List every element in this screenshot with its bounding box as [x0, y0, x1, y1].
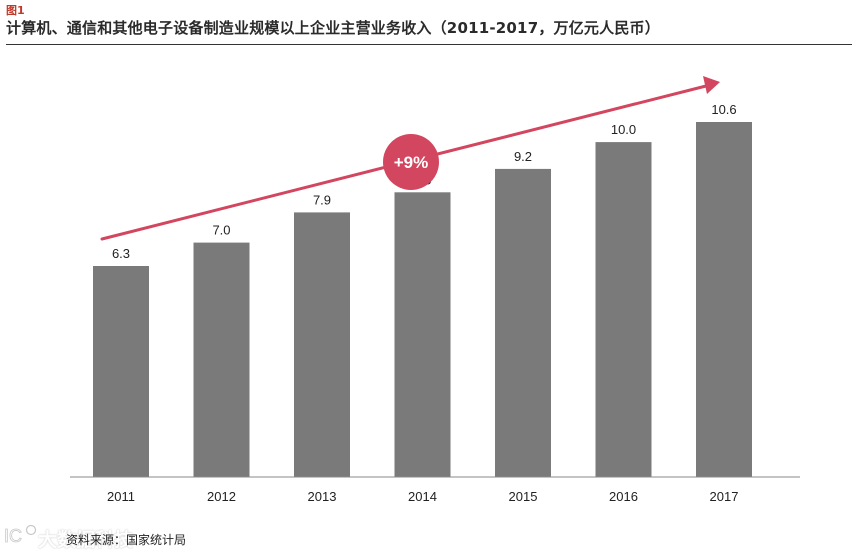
- value-label-2011: 6.3: [112, 246, 130, 261]
- value-label-2013: 7.9: [313, 192, 331, 207]
- trend-annotation: +9%: [100, 76, 720, 241]
- chart-title: 计算机、通信和其他电子设备制造业规模以上企业主营业务收入（2011-2017，万…: [6, 19, 660, 37]
- trend-arrowhead: [703, 76, 720, 94]
- x-tick-label-2016: 2016: [609, 489, 638, 504]
- value-label-2017: 10.6: [711, 102, 736, 117]
- x-tick-label-2011: 2011: [107, 489, 135, 504]
- value-label-2012: 7.0: [212, 223, 230, 238]
- bar-2017: [696, 122, 752, 477]
- x-tick-label-2013: 2013: [308, 489, 337, 504]
- title-divider: [6, 44, 852, 45]
- bar-2016: [595, 142, 652, 477]
- bar-series: [93, 122, 752, 478]
- x-tick-label-2012: 2012: [207, 489, 236, 504]
- bar-2015: [495, 168, 551, 477]
- bar-2014: [394, 192, 451, 478]
- svg-text:IC: IC: [4, 526, 22, 546]
- source-note: 资料来源：国家统计局: [66, 533, 187, 547]
- growth-badge-label: +9%: [394, 153, 429, 172]
- x-tick-labels: 2011 2012 2013 2014 2015 2016 2017: [107, 489, 738, 504]
- x-tick-label-2017: 2017: [710, 489, 739, 504]
- figure-label: 图1: [6, 4, 25, 17]
- value-label-2016: 10.0: [611, 122, 636, 137]
- watermark-logo-icon: IC: [4, 524, 36, 546]
- bar-2012: [193, 242, 250, 477]
- bar-2013: [294, 212, 350, 477]
- value-label-2015: 9.2: [514, 149, 532, 164]
- x-tick-label-2015: 2015: [509, 489, 538, 504]
- bar-2011: [93, 266, 149, 477]
- growth-badge: [383, 134, 439, 190]
- watermark-text: 大数据科技: [38, 529, 134, 551]
- x-tick-label-2014: 2014: [408, 489, 437, 504]
